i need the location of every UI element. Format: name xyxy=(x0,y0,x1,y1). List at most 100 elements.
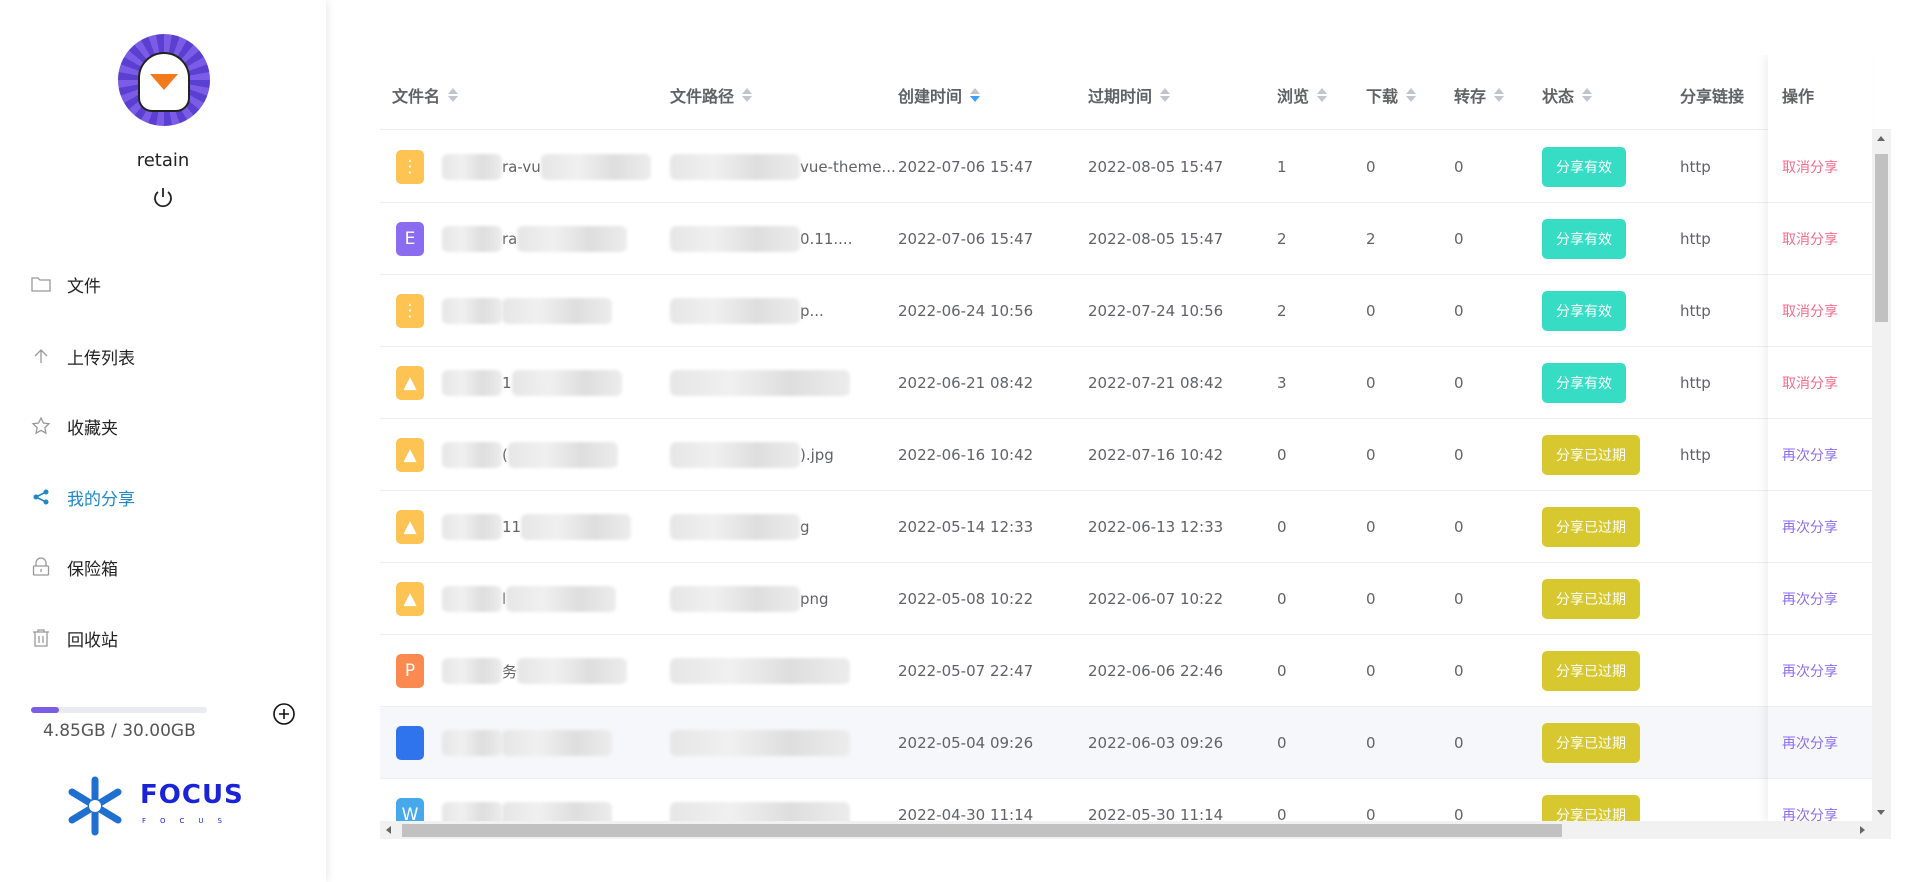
reshare-link[interactable]: 再次分享 xyxy=(1782,448,1838,464)
cancel-share-link[interactable]: 取消分享 xyxy=(1782,304,1838,320)
cancel-share-link[interactable]: 取消分享 xyxy=(1782,160,1838,176)
save-count: 0 xyxy=(1454,806,1464,824)
share-link[interactable]: http xyxy=(1680,302,1711,320)
share-link[interactable]: http xyxy=(1680,158,1711,176)
column-header-expire[interactable]: 过期时间 xyxy=(1088,83,1171,107)
ops-cell: 再次分享 xyxy=(1768,779,1872,839)
cancel-share-link[interactable]: 取消分享 xyxy=(1782,376,1838,392)
ppt-file-icon: P xyxy=(396,654,424,688)
column-header-name[interactable]: 文件名 xyxy=(392,83,459,107)
column-header-downloads[interactable]: 下载 xyxy=(1366,83,1417,107)
column-header-saves[interactable]: 转存 xyxy=(1454,83,1505,107)
add-storage-icon[interactable] xyxy=(272,702,296,726)
file-path xyxy=(670,635,850,707)
sort-icon[interactable] xyxy=(742,88,753,102)
image-file-icon: ▲ xyxy=(396,582,424,616)
table-row[interactable]: P 务 2022-05-07 22:47 2022-06-06 22:46 0 … xyxy=(380,635,1872,707)
column-header-created[interactable]: 创建时间 xyxy=(898,83,981,107)
table-row[interactable]: ▲ 1 2022-06-21 08:42 2022-07-21 08:42 3 … xyxy=(380,347,1872,419)
sidebar-item-label: 上传列表 xyxy=(67,348,135,369)
zip-file-icon: ⋮ xyxy=(396,150,424,184)
ops-cell: 再次分享 xyxy=(1768,635,1872,707)
view-count: 0 xyxy=(1277,662,1287,680)
sidebar-item-5[interactable]: 回收站 xyxy=(30,618,310,658)
file-name[interactable] xyxy=(442,275,612,347)
created-time: 2022-04-30 11:14 xyxy=(898,806,1034,824)
file-name[interactable] xyxy=(442,707,612,779)
sidebar-item-0[interactable]: 文件 xyxy=(30,264,310,304)
save-count: 0 xyxy=(1454,734,1464,752)
column-header-path[interactable]: 文件路径 xyxy=(670,83,753,107)
share-icon xyxy=(30,486,52,508)
horizontal-scrollbar[interactable] xyxy=(380,821,1891,839)
save-count: 0 xyxy=(1454,446,1464,464)
image-file-icon: ▲ xyxy=(396,366,424,400)
reshare-link[interactable]: 再次分享 xyxy=(1782,664,1838,680)
file-path: vue-theme... xyxy=(670,131,896,203)
created-time: 2022-05-08 10:22 xyxy=(898,590,1034,608)
ops-cell: 取消分享 xyxy=(1768,203,1872,275)
download-count: 2 xyxy=(1366,230,1376,248)
expire-time: 2022-08-05 15:47 xyxy=(1088,230,1224,248)
avatar[interactable] xyxy=(118,34,210,126)
folder-file-icon xyxy=(396,726,424,760)
status-badge: 分享有效 xyxy=(1542,291,1626,331)
ops-cell: 再次分享 xyxy=(1768,419,1872,491)
sort-icon[interactable] xyxy=(1494,88,1505,102)
column-header-ops: 操作 xyxy=(1782,87,1815,106)
power-icon[interactable] xyxy=(151,186,175,210)
vertical-scrollbar[interactable] xyxy=(1872,130,1891,821)
epub-file-icon: E xyxy=(396,222,424,256)
sidebar: retain 文件 上传列表 收藏夹 我的分享 保险箱 回收站 4.85GB / 30.0… xyxy=(0,0,326,882)
download-count: 0 xyxy=(1366,446,1376,464)
column-header-views[interactable]: 浏览 xyxy=(1277,83,1328,107)
table-row[interactable]: ⋮ ra-vu vue-theme... 2022-07-06 15:47 20… xyxy=(380,131,1872,203)
file-name[interactable]: ra-vu xyxy=(442,131,651,203)
table-row[interactable]: ▲ l png 2022-05-08 10:22 2022-06-07 10:2… xyxy=(380,563,1872,635)
sidebar-item-1[interactable]: 上传列表 xyxy=(30,336,310,376)
created-time: 2022-06-21 08:42 xyxy=(898,374,1034,392)
expire-time: 2022-07-24 10:56 xyxy=(1088,302,1224,320)
file-name[interactable]: 1 xyxy=(442,347,622,419)
table-row[interactable]: ⋮ p... 2022-06-24 10:56 2022-07-24 10:56… xyxy=(380,275,1872,347)
reshare-link[interactable]: 再次分享 xyxy=(1782,592,1838,608)
sidebar-item-2[interactable]: 收藏夹 xyxy=(30,406,310,446)
file-name[interactable]: l xyxy=(442,563,617,635)
share-link[interactable]: http xyxy=(1680,230,1711,248)
file-name[interactable]: ra xyxy=(442,203,628,275)
save-count: 0 xyxy=(1454,158,1464,176)
file-name[interactable]: 11 xyxy=(442,491,632,563)
sort-icon[interactable] xyxy=(448,88,459,102)
share-link[interactable]: http xyxy=(1680,374,1711,392)
created-time: 2022-07-06 15:47 xyxy=(898,158,1034,176)
sort-icon[interactable] xyxy=(1317,88,1328,102)
column-header-status[interactable]: 状态 xyxy=(1542,83,1593,107)
sort-icon[interactable] xyxy=(970,88,981,102)
save-count: 0 xyxy=(1454,590,1464,608)
status-badge: 分享已过期 xyxy=(1542,579,1640,619)
sidebar-item-3[interactable]: 我的分享 xyxy=(30,477,310,517)
column-header-link[interactable]: 分享链接 xyxy=(1680,87,1745,106)
reshare-link[interactable]: 再次分享 xyxy=(1782,520,1838,536)
sort-icon[interactable] xyxy=(1406,88,1417,102)
file-name[interactable]: 务 xyxy=(442,635,628,707)
sidebar-item-4[interactable]: 保险箱 xyxy=(30,547,310,587)
reshare-link[interactable]: 再次分享 xyxy=(1782,736,1838,752)
folder-icon xyxy=(30,273,52,295)
status-badge: 分享有效 xyxy=(1542,147,1626,187)
sort-icon[interactable] xyxy=(1582,88,1593,102)
share-link[interactable]: http xyxy=(1680,446,1711,464)
table-row[interactable]: ▲ ( ).jpg 2022-06-16 10:42 2022-07-16 10… xyxy=(380,419,1872,491)
file-path xyxy=(670,347,850,419)
created-time: 2022-05-04 09:26 xyxy=(898,734,1034,752)
username: retain xyxy=(136,150,190,171)
download-count: 0 xyxy=(1366,590,1376,608)
table-row[interactable]: ▲ 11 g 2022-05-14 12:33 2022-06-13 12:33… xyxy=(380,491,1872,563)
cancel-share-link[interactable]: 取消分享 xyxy=(1782,232,1838,248)
table-row[interactable]: E ra 0.11.... 2022-07-06 15:47 2022-08-0… xyxy=(380,203,1872,275)
table-row[interactable]: 2022-05-04 09:26 2022-06-03 09:26 0 0 0 … xyxy=(380,707,1872,779)
file-name[interactable]: ( xyxy=(442,419,618,491)
reshare-link[interactable]: 再次分享 xyxy=(1782,808,1838,824)
share-table: ⋮ ra-vu vue-theme... 2022-07-06 15:47 20… xyxy=(380,55,1891,839)
sort-icon[interactable] xyxy=(1160,88,1171,102)
